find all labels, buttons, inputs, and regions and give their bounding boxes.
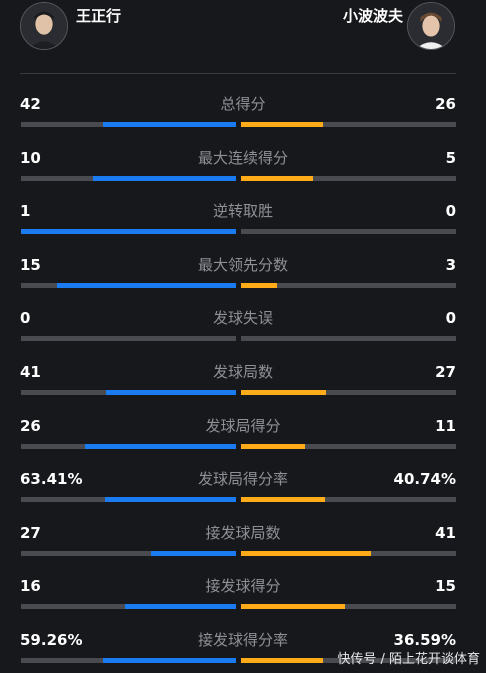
left-stat-bar-track — [21, 551, 236, 556]
stat-label: 逆转取胜 — [212, 202, 273, 220]
stat-row: 发球失误 0 0 — [0, 309, 486, 349]
stat-row: 最大领先分数 15 3 — [0, 256, 486, 296]
right-stat-bar-fill — [241, 283, 277, 288]
left-stat-bar-fill — [106, 390, 236, 395]
stat-row: 逆转取胜 1 0 — [0, 202, 486, 242]
left-stat-value: 59.26% — [20, 631, 83, 649]
header-divider — [20, 73, 456, 74]
right-stat-bar-fill — [241, 497, 326, 502]
stat-label: 发球局得分率 — [197, 470, 288, 488]
left-stat-value: 42 — [20, 95, 41, 113]
match-header: 王正行 小波波夫 — [0, 0, 486, 74]
stat-label: 最大连续得分 — [197, 149, 288, 167]
right-player-name[interactable]: 小波波夫 — [342, 7, 403, 25]
left-stat-bar-fill — [21, 229, 236, 234]
left-stat-bar-track — [21, 444, 236, 449]
left-stat-value: 16 — [20, 577, 41, 595]
left-stat-bar-fill — [103, 658, 236, 663]
right-stat-bar-track — [241, 604, 456, 609]
left-stat-bar-track — [21, 122, 236, 127]
left-stat-bar-track — [21, 176, 236, 181]
right-stat-value: 36.59% — [393, 631, 456, 649]
left-stat-bar-track — [21, 390, 236, 395]
left-stat-value: 15 — [20, 256, 41, 274]
right-stat-bar-fill — [241, 122, 324, 127]
left-stat-value: 26 — [20, 417, 41, 435]
right-stat-bar-track — [241, 122, 456, 127]
right-stat-bar-track — [241, 658, 456, 663]
right-stat-bar-fill — [241, 444, 305, 449]
right-stat-value: 0 — [445, 309, 456, 327]
right-stat-value: 40.74% — [393, 470, 456, 488]
stat-label: 发球局数 — [212, 363, 273, 381]
left-stat-bar-track — [21, 283, 236, 288]
right-stat-bar-track — [241, 497, 456, 502]
left-stat-bar-track — [21, 604, 236, 609]
right-stat-bar-fill — [241, 604, 346, 609]
right-stat-bar-track — [241, 229, 456, 234]
stat-row: 接发球得分率 59.26% 36.59% — [0, 631, 486, 671]
stat-label: 发球失误 — [212, 309, 273, 327]
left-player-avatar[interactable] — [20, 2, 68, 50]
right-stat-value: 41 — [435, 524, 456, 542]
right-stat-bar-track — [241, 176, 456, 181]
stat-row: 发球局数 41 27 — [0, 363, 486, 403]
stat-row: 接发球局数 27 41 — [0, 524, 486, 564]
right-stat-value: 15 — [435, 577, 456, 595]
right-stat-bar-track — [241, 283, 456, 288]
right-stat-bar-fill — [241, 390, 327, 395]
left-stat-value: 0 — [20, 309, 31, 327]
right-stat-bar-fill — [241, 176, 313, 181]
left-stat-bar-fill — [125, 604, 236, 609]
stat-label: 发球局得分 — [205, 417, 281, 435]
left-stat-bar-fill — [103, 122, 236, 127]
right-stat-bar-track — [241, 444, 456, 449]
player-avatar-icon — [21, 3, 67, 49]
right-stat-value: 0 — [445, 202, 456, 220]
right-stat-bar-fill — [241, 658, 324, 663]
left-stat-value: 63.41% — [20, 470, 83, 488]
stat-label: 接发球局数 — [205, 524, 281, 542]
right-stat-bar-fill — [241, 551, 371, 556]
left-stat-value: 10 — [20, 149, 41, 167]
right-stat-value: 3 — [445, 256, 456, 274]
stat-label: 接发球得分率 — [197, 631, 288, 649]
left-stat-value: 27 — [20, 524, 41, 542]
right-stat-value: 26 — [435, 95, 456, 113]
left-stat-bar-fill — [84, 444, 236, 449]
stat-label: 接发球得分 — [205, 577, 281, 595]
left-stat-bar-track — [21, 497, 236, 502]
stat-row: 总得分 42 26 — [0, 95, 486, 135]
right-stat-bar-track — [241, 551, 456, 556]
right-player-avatar[interactable] — [407, 2, 455, 50]
left-stat-bar-fill — [150, 551, 236, 556]
left-stat-value: 1 — [20, 202, 31, 220]
player-avatar-icon — [408, 3, 454, 49]
right-stat-value: 11 — [435, 417, 456, 435]
right-stat-bar-track — [241, 336, 456, 341]
left-stat-value: 41 — [20, 363, 41, 381]
stat-row: 接发球得分 16 15 — [0, 577, 486, 617]
left-stat-bar-fill — [105, 497, 236, 502]
left-player-name[interactable]: 王正行 — [76, 7, 122, 25]
stat-row: 发球局得分率 63.41% 40.74% — [0, 470, 486, 510]
watermark: 快传号 / 陌上花开谈体育 — [337, 652, 480, 667]
stat-row: 最大连续得分 10 5 — [0, 149, 486, 189]
left-stat-bar-fill — [56, 283, 236, 288]
stat-label: 最大领先分数 — [197, 256, 288, 274]
right-stat-bar-track — [241, 390, 456, 395]
right-stat-value: 27 — [435, 363, 456, 381]
left-stat-bar-track — [21, 658, 236, 663]
left-stat-bar-fill — [92, 176, 236, 181]
left-stat-bar-track — [21, 229, 236, 234]
right-stat-value: 5 — [445, 149, 456, 167]
stat-row: 发球局得分 26 11 — [0, 417, 486, 457]
left-stat-bar-track — [21, 336, 236, 341]
stat-label: 总得分 — [220, 95, 266, 113]
